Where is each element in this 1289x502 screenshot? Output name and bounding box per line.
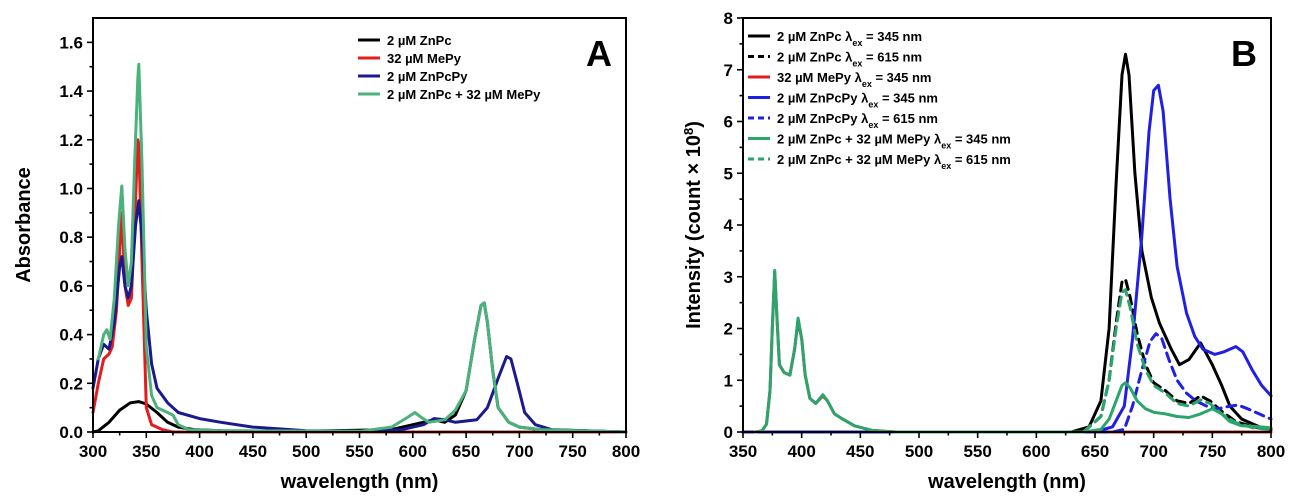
x-tick-label: 450 — [239, 442, 267, 461]
x-tick-label: 600 — [1022, 442, 1050, 461]
series-line-5 — [1052, 332, 1273, 434]
series-line-4 — [741, 83, 1273, 434]
series-line-7 — [1052, 288, 1273, 434]
y-tick-label: 0.8 — [59, 228, 83, 247]
y-axis-title: Intensity (count × 108) — [681, 121, 706, 329]
y-axis-title: Absorbance — [13, 167, 35, 283]
legend-label: 2 µM ZnPc + 32 µM MePy — [387, 87, 541, 102]
x-tick-label: 650 — [452, 442, 480, 461]
x-tick-label: 550 — [345, 442, 373, 461]
x-tick-label: 350 — [729, 442, 757, 461]
y-tick-label: 8 — [724, 9, 733, 28]
x-tick-label: 700 — [1139, 442, 1167, 461]
y-tick-label: 1.4 — [59, 82, 83, 101]
panel-letter: B — [1231, 33, 1257, 74]
x-tick-label: 350 — [132, 442, 160, 461]
y-tick-label: 4 — [724, 216, 734, 235]
legend-label: 2 µM ZnPcPy λex = 615 nm — [777, 111, 938, 130]
x-tick-label: 500 — [292, 442, 320, 461]
x-tick-label: 800 — [1257, 442, 1285, 461]
panel-b-fluorescence-chart: 350 400 450 500 550 600 650 700 750 800 0 1 2 3 4 5 6 7 8 w… — [681, 9, 1286, 493]
y-tick-label: 0.6 — [59, 277, 83, 296]
series-line-2 — [91, 138, 628, 434]
series-line-6 — [753, 269, 1273, 434]
x-tick-label: 800 — [612, 442, 640, 461]
x-axis-title: wavelength (nm) — [280, 471, 439, 493]
series-line-2 — [1052, 277, 1273, 434]
y-tick-label: 2 — [724, 320, 733, 339]
y-tick-label: 6 — [724, 113, 733, 132]
x-tick-label: 750 — [1198, 442, 1226, 461]
legend-label: 2 µM ZnPcPy — [387, 69, 468, 84]
y-tick-label: 1.2 — [59, 131, 83, 150]
y-tick-label: 1.0 — [59, 179, 83, 198]
x-tick-label: 400 — [787, 442, 815, 461]
plot-frame — [92, 17, 627, 433]
x-tick-label: 400 — [185, 442, 213, 461]
series-line-3 — [91, 199, 628, 434]
series-line-1 — [741, 52, 1273, 434]
y-tick-label: 7 — [724, 61, 733, 80]
x-tick-label: 500 — [905, 442, 933, 461]
legend-label: 32 µM MePy λex = 345 nm — [777, 70, 931, 89]
x-tick-label: 300 — [79, 442, 107, 461]
legend-label: 2 µM ZnPc λex = 615 nm — [777, 50, 922, 69]
y-tick-label: 1 — [724, 371, 733, 390]
y-tick-label: 3 — [724, 268, 733, 287]
legend-label: 2 µM ZnPc + 32 µM MePy λex = 615 nm — [777, 152, 1011, 171]
series-line-1 — [91, 301, 628, 434]
x-tick-label: 700 — [505, 442, 533, 461]
legend-label: 2 µM ZnPc — [387, 33, 452, 48]
y-tick-label: 1.6 — [59, 33, 83, 52]
y-tick-label: 5 — [724, 164, 733, 183]
legend-label: 2 µM ZnPc λex = 345 nm — [777, 29, 922, 48]
x-tick-label: 600 — [399, 442, 427, 461]
x-tick-label: 450 — [846, 442, 874, 461]
panel-a-absorbance-chart: 300 350 400 450 500 550 600 650 700 750 800 0.0 0.2 0… — [13, 17, 640, 493]
x-tick-label: 650 — [1081, 442, 1109, 461]
series-line-4 — [96, 62, 628, 434]
legend-label: 2 µM ZnPcPy λex = 345 nm — [777, 91, 938, 110]
x-tick-label: 750 — [559, 442, 587, 461]
panel-letter: A — [586, 33, 612, 74]
x-axis-title: wavelength (nm) — [927, 471, 1086, 493]
y-tick-label: 0.2 — [59, 374, 83, 393]
y-tick-label: 0.0 — [59, 423, 83, 442]
y-tick-label: 0 — [724, 423, 733, 442]
legend-label: 32 µM MePy — [387, 51, 462, 66]
legend-label: 2 µM ZnPc + 32 µM MePy λex = 345 nm — [777, 132, 1011, 151]
x-tick-label: 550 — [963, 442, 991, 461]
y-tick-label: 0.4 — [59, 326, 83, 345]
